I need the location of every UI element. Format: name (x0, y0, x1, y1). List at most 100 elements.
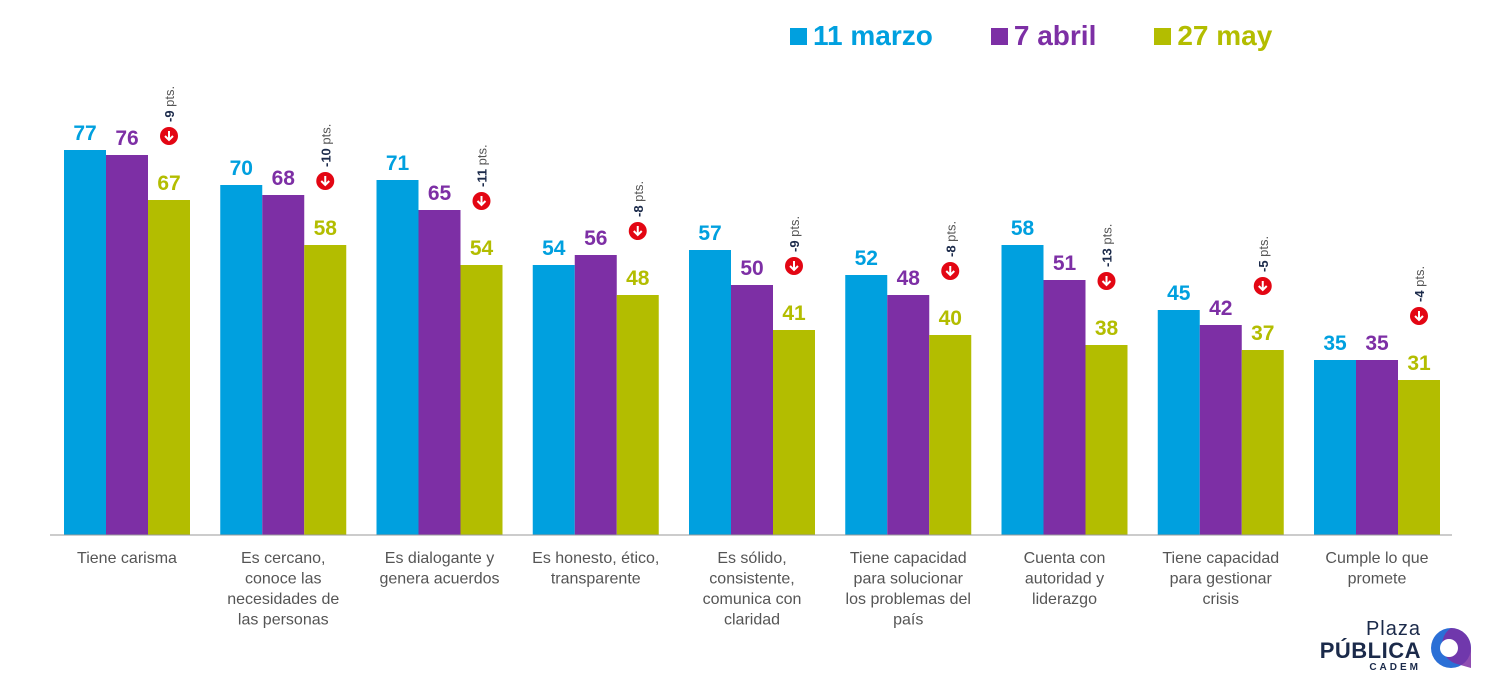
value-label-7-series-2: 51 (1053, 252, 1077, 275)
value-label-2-series-1: 70 (230, 157, 253, 180)
value-label-8-series-3: 37 (1251, 322, 1274, 345)
bar-6-series-3 (929, 335, 972, 535)
category-label-9: Cumple lo que promete (1325, 550, 1428, 588)
down-arrow-glyph-6 (945, 266, 955, 277)
bar-1-series-1 (64, 150, 106, 535)
logo-text-cadem: CADEM (1369, 662, 1421, 673)
bar-9-series-2 (1356, 360, 1398, 535)
bar-7-series-3 (1085, 345, 1128, 535)
value-label-8-series-2: 42 (1209, 297, 1232, 320)
category-label-line: país (893, 612, 923, 629)
category-label-6: Tiene capacidad para solucionar los proble… (846, 550, 971, 629)
bar-5-series-3 (773, 330, 815, 535)
bar-1-series-2 (106, 155, 148, 535)
bar-7-series-1 (1001, 245, 1044, 535)
change-unit-3: pts. (475, 144, 490, 165)
logo-speech-bubble-icon (1431, 628, 1471, 668)
bar-2-series-3 (304, 245, 347, 535)
value-label-4-series-2: 56 (584, 227, 607, 250)
category-label-4: Es honesto, ético, transparente (532, 550, 659, 588)
change-unit-2: pts. (318, 124, 333, 145)
legend-item-series-1: 11 marzo (790, 20, 933, 52)
change-delta-6: -8 (943, 242, 958, 257)
bar-1-series-3 (148, 200, 190, 535)
change-label-2: -10 pts. (318, 124, 333, 167)
category-label-line: Es honesto, ético, (532, 550, 659, 567)
value-label-9-series-1: 35 (1323, 332, 1347, 355)
category-label-line: Es cercano, (241, 550, 325, 567)
value-label-7-series-1: 58 (1011, 217, 1035, 240)
legend-swatch-series-3 (1154, 27, 1172, 45)
category-label-8: Tiene capacidad para gestionar crisis (1162, 550, 1279, 608)
down-arrow-glyph-4 (633, 226, 643, 237)
legend-label-series-3: 27 may (1177, 20, 1273, 51)
bar-3-series-2 (418, 210, 461, 535)
bar-8-series-2 (1199, 325, 1242, 535)
category-label-line: autoridad y (1025, 571, 1104, 588)
bar-9-series-1 (1314, 360, 1356, 535)
down-arrow-glyph-3 (476, 196, 487, 207)
value-label-2-series-3: 58 (314, 217, 338, 240)
category-label-line: promete (1348, 571, 1407, 588)
change-delta-8: -5 (1256, 257, 1271, 272)
category-label-line: Es dialogante y (385, 550, 494, 567)
category-label-line: Cumple lo que (1325, 550, 1428, 567)
change-label-9: -4 pts. (1412, 266, 1427, 302)
change-unit-5: pts. (787, 216, 802, 237)
category-label-5: Es sólido, consistente, comunica con clarid… (703, 550, 802, 629)
bar-5-series-1 (689, 250, 731, 535)
value-label-4-series-3: 48 (626, 267, 650, 290)
value-label-4-series-1: 54 (542, 237, 566, 260)
category-label-line: claridad (724, 612, 780, 629)
category-label-2: Es cercano, conoce las necesidades de las p… (227, 550, 339, 629)
change-label-8: -5 pts. (1256, 236, 1271, 272)
value-label-3-series-3: 54 (470, 237, 494, 260)
bar-7-series-2 (1043, 280, 1086, 535)
value-label-5-series-1: 57 (698, 222, 721, 245)
value-label-3-series-2: 65 (428, 182, 452, 205)
change-unit-9: pts. (1412, 266, 1427, 287)
down-arrow-glyph-7 (1101, 276, 1112, 287)
logo-text-publica: PÚBLICA (1319, 638, 1421, 663)
category-label-line: para solucionar (854, 571, 964, 588)
category-label-line: para gestionar (1170, 571, 1273, 588)
category-label-line: genera acuerdos (379, 571, 499, 588)
change-unit-6: pts. (943, 221, 958, 242)
change-unit-1: pts. (162, 86, 177, 107)
change-label-5: -9 pts. (787, 216, 802, 252)
category-label-line: consistente, (709, 571, 794, 588)
category-label-line: Tiene capacidad (850, 550, 967, 567)
change-label-6: -8 pts. (943, 221, 958, 257)
bar-4-series-2 (574, 255, 617, 535)
value-label-1-series-2: 76 (115, 127, 138, 150)
down-arrow-glyph-8 (1258, 281, 1268, 292)
category-label-line: crisis (1203, 591, 1239, 608)
bar-6-series-2 (887, 295, 930, 535)
legend-label-series-2: 7 abril (1013, 20, 1097, 51)
bar-4-series-1 (532, 265, 575, 535)
category-label-1: Tiene carisma (77, 550, 177, 567)
category-label-line: necesidades de (227, 591, 339, 608)
value-label-5-series-2: 50 (740, 257, 763, 280)
bar-8-series-3 (1241, 350, 1284, 535)
bar-5-series-2 (731, 285, 773, 535)
value-label-6-series-1: 52 (855, 247, 878, 270)
legend-item-series-2: 7 abril (990, 20, 1097, 52)
change-delta-2: -10 (318, 145, 333, 167)
value-label-8-series-1: 45 (1167, 282, 1191, 305)
logo-text-plaza: Plaza (1365, 618, 1421, 640)
change-delta-3: -11 (475, 165, 490, 187)
category-label-line: Tiene carisma (77, 550, 177, 567)
change-delta-7: -13 (1100, 245, 1115, 267)
down-arrow-glyph-5 (789, 261, 799, 272)
category-label-line: comunica con (703, 591, 802, 608)
value-label-9-series-2: 35 (1365, 332, 1389, 355)
category-label-7: Cuenta con autoridad y liderazgo (1024, 550, 1106, 608)
value-label-5-series-3: 41 (782, 302, 806, 325)
bar-2-series-1 (220, 185, 263, 535)
change-unit-7: pts. (1100, 224, 1115, 245)
category-label-line: los problemas del (846, 591, 971, 608)
change-label-4: -8 pts. (631, 181, 646, 217)
category-label-line: Tiene capacidad (1162, 550, 1279, 567)
